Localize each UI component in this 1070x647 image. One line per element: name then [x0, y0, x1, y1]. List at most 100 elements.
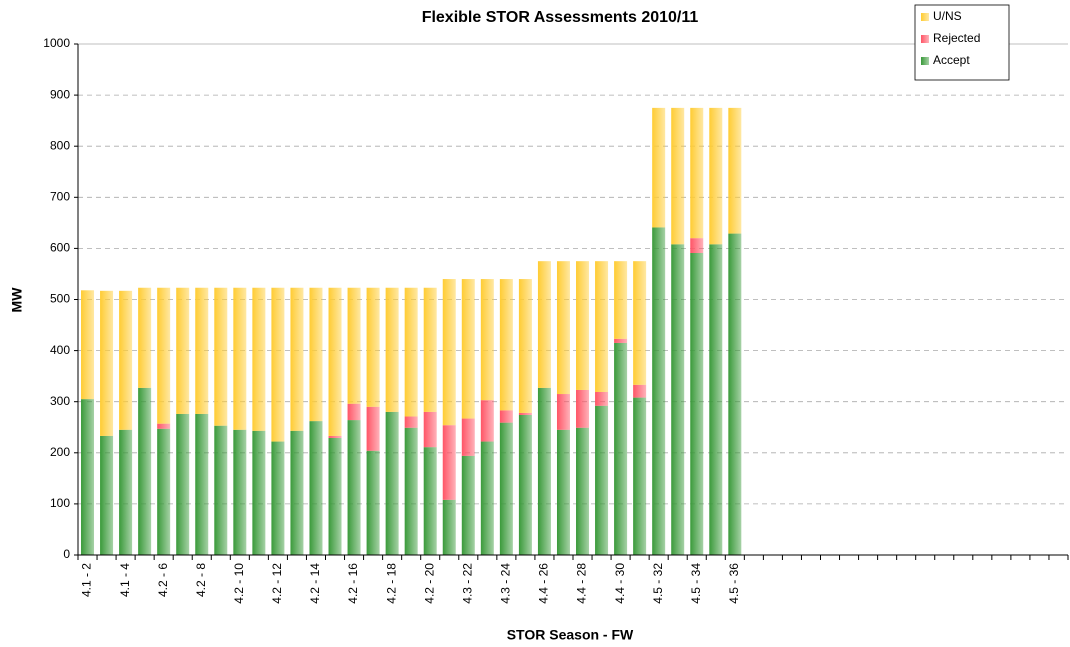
bar-segment [556, 394, 570, 430]
legend-swatch [921, 35, 929, 43]
bar-segment [518, 414, 532, 555]
x-tick-label: 4.5 - 34 [689, 563, 703, 604]
y-tick-label: 800 [50, 138, 70, 152]
bar-segment [347, 403, 361, 421]
bar-segment [233, 287, 247, 430]
bar-segment [480, 441, 494, 555]
bar-segment [480, 400, 494, 442]
bar-segment [537, 387, 551, 555]
x-tick-label: 4.2 - 20 [422, 563, 436, 604]
bar-segment [290, 430, 304, 555]
bar-segment [214, 425, 228, 555]
bar-segment [595, 261, 609, 392]
x-tick-label: 4.1 - 2 [80, 563, 94, 597]
bar-segment [366, 450, 380, 555]
bar-segment [328, 287, 342, 436]
bar-segment [461, 279, 475, 419]
bar-segment [176, 287, 190, 414]
bar-segment [671, 107, 685, 245]
x-tick-label: 4.2 - 8 [194, 563, 208, 597]
bar-segment [271, 441, 285, 555]
y-tick-label: 500 [50, 292, 70, 306]
bar-segment [157, 287, 171, 424]
bar-segment [576, 261, 590, 390]
bar-segment [195, 413, 209, 555]
bar-segment [404, 287, 418, 417]
y-axis-label: MW [9, 287, 25, 313]
bar-segment [728, 107, 742, 234]
bar-segment [442, 499, 456, 555]
bar-segment [480, 279, 494, 401]
x-tick-label: 4.2 - 18 [384, 563, 398, 604]
x-tick-label: 4.5 - 32 [651, 563, 665, 604]
bar-segment [309, 421, 323, 555]
bar-segment [461, 418, 475, 456]
bar-segment [690, 107, 704, 239]
y-tick-label: 700 [50, 189, 70, 203]
bar-segment [442, 279, 456, 426]
y-tick-label: 400 [50, 343, 70, 357]
bar-segment [157, 428, 171, 555]
legend-swatch [921, 13, 929, 21]
bar-segment [81, 399, 95, 555]
bar-segment [614, 338, 628, 343]
bar-segment [366, 287, 380, 407]
bar-segment [100, 290, 114, 436]
bar-segment [347, 420, 361, 555]
bar-segment [309, 287, 323, 422]
bar-segment [385, 287, 399, 412]
bar-segment [633, 261, 647, 385]
legend-label: Accept [933, 53, 970, 67]
bar-segment [518, 279, 532, 413]
x-tick-label: 4.4 - 30 [613, 563, 627, 604]
x-tick-label: 4.4 - 28 [575, 563, 589, 604]
bar-segment [728, 233, 742, 555]
bar-segment [423, 411, 437, 448]
bar-segment [195, 287, 209, 414]
legend-label: Rejected [933, 31, 980, 45]
bar-segment [423, 287, 437, 412]
bar-segment [576, 389, 590, 428]
y-tick-label: 200 [50, 445, 70, 459]
bar-segment [138, 387, 152, 555]
bar-segment [404, 427, 418, 555]
bar-segment [595, 391, 609, 406]
bar-segment [499, 410, 513, 423]
bar-segment [214, 287, 228, 426]
bar-segment [690, 238, 704, 253]
x-tick-label: 4.3 - 24 [499, 563, 513, 604]
bar-segment [100, 435, 114, 555]
y-tick-label: 100 [50, 496, 70, 510]
bar-segment [518, 412, 532, 415]
bar-segment [290, 287, 304, 431]
y-tick-label: 0 [63, 547, 70, 561]
bar-segment [328, 435, 342, 438]
bar-segment [709, 244, 723, 555]
x-tick-label: 4.3 - 22 [460, 563, 474, 604]
bar-segment [556, 429, 570, 555]
bar-segment [442, 425, 456, 500]
y-tick-label: 900 [50, 87, 70, 101]
bar-segment [81, 290, 95, 400]
x-tick-label: 4.4 - 26 [537, 563, 551, 604]
bar-segment [385, 411, 399, 555]
x-tick-label: 4.2 - 6 [156, 563, 170, 597]
bar-segment [690, 252, 704, 555]
x-tick-label: 4.5 - 36 [727, 563, 741, 604]
bar-segment [595, 405, 609, 555]
bar-segment [138, 287, 152, 388]
bar-segment [404, 416, 418, 428]
x-tick-label: 4.1 - 4 [118, 563, 132, 597]
x-axis-label: STOR Season - FW [507, 627, 634, 643]
bar-segment [537, 261, 551, 388]
bar-segment [252, 430, 266, 555]
bar-segment [709, 107, 723, 245]
bar-segment [176, 413, 190, 555]
x-tick-label: 4.2 - 10 [232, 563, 246, 604]
bar-segment [633, 384, 647, 398]
x-tick-label: 4.2 - 12 [270, 563, 284, 604]
y-tick-label: 1000 [43, 36, 70, 50]
bar-segment [556, 261, 570, 395]
bar-segment [347, 287, 361, 404]
